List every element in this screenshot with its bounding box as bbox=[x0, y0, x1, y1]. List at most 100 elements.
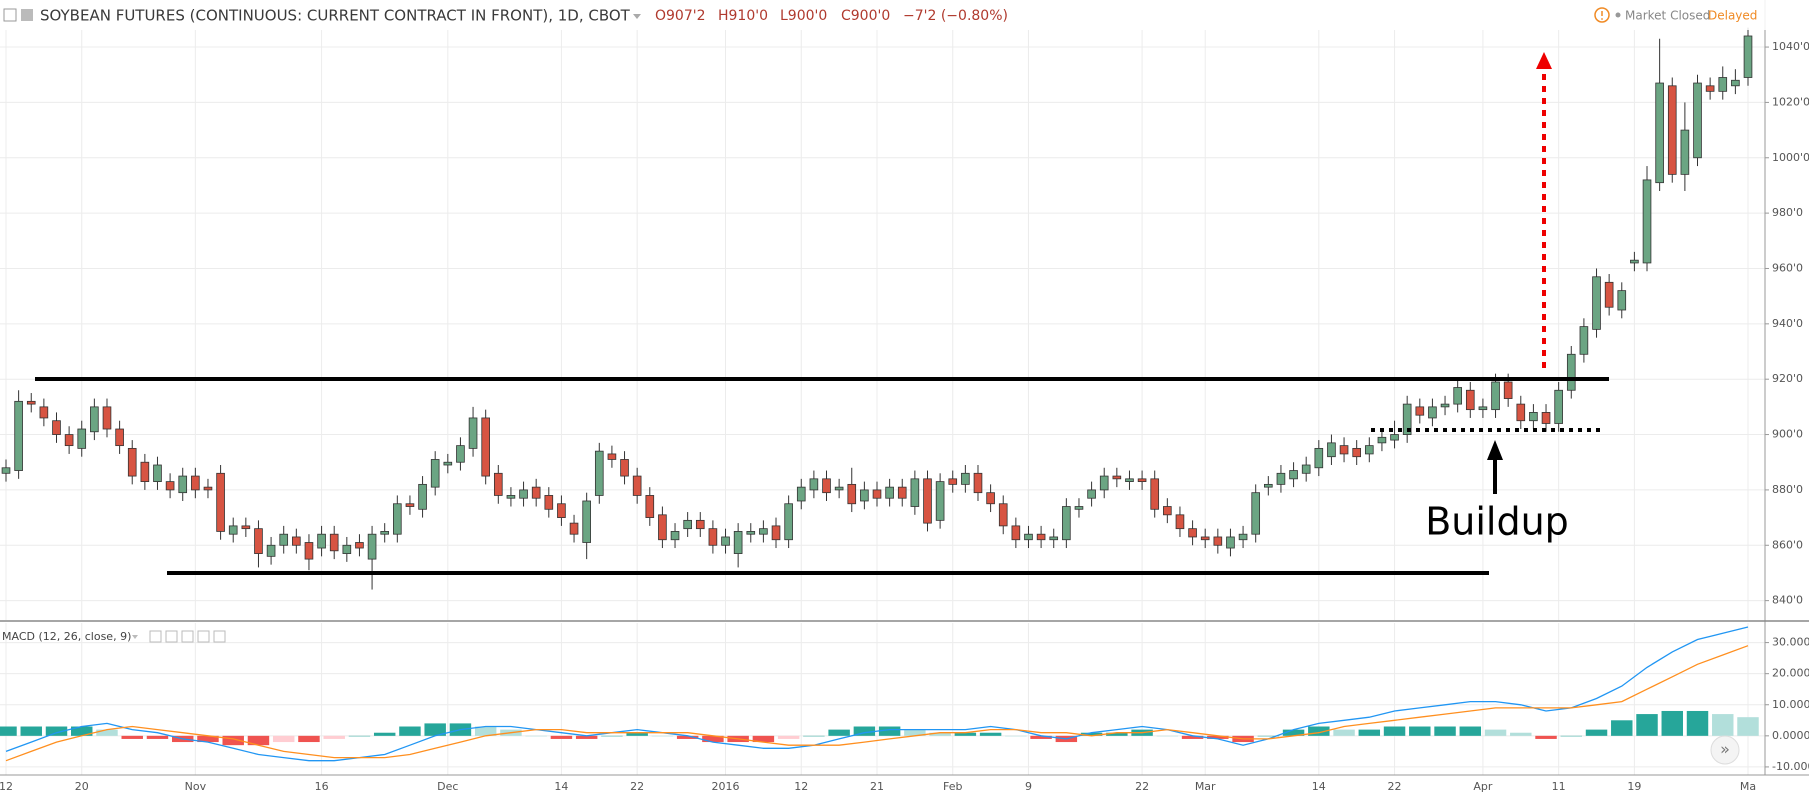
candle-body bbox=[519, 489, 528, 499]
histogram-bar bbox=[1156, 735, 1179, 737]
candle-body bbox=[115, 428, 124, 447]
y-tick-label: 960'0 bbox=[1772, 261, 1803, 274]
y-tick-label: 1000'0 bbox=[1772, 151, 1809, 164]
histogram-bar bbox=[1712, 714, 1734, 736]
candle-body bbox=[1465, 389, 1475, 411]
histogram-bar bbox=[1282, 729, 1305, 736]
candle-body bbox=[531, 486, 541, 499]
histogram-bar bbox=[1181, 735, 1204, 739]
ohlc-low: L900'0 bbox=[780, 8, 827, 24]
histogram-bar bbox=[373, 732, 396, 736]
candle-body bbox=[64, 434, 74, 447]
macd-add[interactable] bbox=[197, 630, 210, 643]
scroll-to-realtime[interactable] bbox=[1710, 735, 1740, 765]
candle-body bbox=[1566, 353, 1576, 391]
candle-body bbox=[1364, 445, 1374, 455]
candle-body bbox=[582, 500, 591, 543]
candle-body bbox=[430, 459, 440, 488]
y-tick-label: 20.0000 bbox=[1772, 667, 1809, 680]
candle-body bbox=[367, 533, 377, 560]
candle-body bbox=[1630, 259, 1639, 264]
y-tick-label: 940'0 bbox=[1772, 317, 1803, 330]
candle-body bbox=[733, 531, 743, 554]
histogram-bar bbox=[651, 735, 674, 737]
candle-body bbox=[1516, 403, 1526, 422]
x-tick-label: 16 bbox=[315, 780, 329, 793]
target-arrowhead bbox=[1536, 52, 1552, 69]
candle-body bbox=[1604, 281, 1614, 308]
candle-body bbox=[948, 478, 958, 485]
candle-body bbox=[822, 478, 831, 494]
histogram-bar bbox=[96, 729, 118, 736]
candle-body bbox=[1440, 403, 1450, 408]
candle-body bbox=[784, 503, 793, 541]
macd-source[interactable] bbox=[181, 630, 194, 643]
macd-settings[interactable] bbox=[165, 630, 178, 643]
macd-pane bbox=[0, 626, 1759, 762]
candle-body bbox=[1705, 85, 1715, 92]
candle-body bbox=[721, 536, 730, 546]
candle-body bbox=[1503, 381, 1513, 399]
histogram-bar bbox=[146, 735, 169, 739]
candle-body bbox=[658, 514, 667, 541]
candle-body bbox=[1150, 478, 1160, 510]
candle-body bbox=[1731, 79, 1740, 87]
candle-body bbox=[1453, 387, 1462, 405]
candle-body bbox=[1352, 447, 1361, 458]
alert-icon[interactable] bbox=[1594, 7, 1610, 23]
symbol-icon[interactable] bbox=[21, 9, 33, 21]
y-tick-label: 1020'0 bbox=[1772, 95, 1809, 108]
candle-body bbox=[1024, 533, 1033, 541]
macd-visibility[interactable] bbox=[149, 630, 162, 643]
candle-body bbox=[279, 533, 289, 546]
x-tick-label: 11 bbox=[1552, 780, 1566, 793]
candle-body bbox=[228, 525, 238, 535]
candle-body bbox=[1099, 475, 1109, 491]
candle-body bbox=[1554, 389, 1563, 424]
candle-body bbox=[1, 467, 11, 474]
candle-body bbox=[1188, 528, 1197, 538]
y-tick-label: 980'0 bbox=[1772, 206, 1803, 219]
histogram-bar bbox=[575, 735, 598, 739]
candle-body bbox=[493, 472, 503, 496]
candle-body bbox=[1251, 492, 1261, 535]
price-pane bbox=[1, 27, 1753, 590]
price-change: −7'2 (−0.80%) bbox=[903, 8, 1008, 24]
histogram-bar bbox=[752, 735, 775, 743]
histogram-bar bbox=[878, 726, 901, 736]
histogram-bar bbox=[803, 735, 825, 737]
histogram-bar bbox=[904, 729, 926, 736]
x-tick-label: 2016 bbox=[712, 780, 740, 793]
candle-body bbox=[1087, 489, 1096, 499]
candle-body bbox=[1125, 478, 1134, 483]
candle-body bbox=[670, 531, 680, 541]
candle-body bbox=[14, 400, 23, 471]
collapse-button[interactable] bbox=[3, 8, 17, 22]
macd-remove[interactable] bbox=[213, 630, 226, 643]
candle-body bbox=[1428, 406, 1437, 419]
candle-body bbox=[771, 525, 781, 541]
candle-body bbox=[203, 486, 213, 491]
histogram-bar bbox=[853, 726, 876, 736]
candle-body bbox=[1163, 506, 1172, 516]
candle-body bbox=[1137, 478, 1147, 483]
symbol-dropdown[interactable] bbox=[633, 14, 641, 19]
histogram-bar bbox=[1383, 726, 1406, 736]
histogram-bar bbox=[828, 729, 850, 736]
candle-body bbox=[961, 472, 970, 485]
histogram-bar bbox=[979, 732, 1002, 736]
candle-body bbox=[796, 486, 806, 502]
candle-body bbox=[632, 475, 642, 496]
macd-dropdown[interactable] bbox=[132, 635, 138, 639]
symbol-title[interactable]: SOYBEAN FUTURES (CONTINUOUS: CURRENT CON… bbox=[40, 7, 631, 25]
candle-body bbox=[759, 528, 768, 535]
candle-body bbox=[191, 475, 200, 491]
candle-body bbox=[317, 533, 326, 549]
candle-body bbox=[153, 464, 162, 483]
candle-body bbox=[973, 472, 983, 494]
histogram-bar bbox=[1585, 729, 1608, 736]
y-tick-label: 0.0000 bbox=[1772, 729, 1809, 742]
histogram-bar bbox=[954, 732, 977, 736]
histogram-bar bbox=[45, 726, 68, 736]
